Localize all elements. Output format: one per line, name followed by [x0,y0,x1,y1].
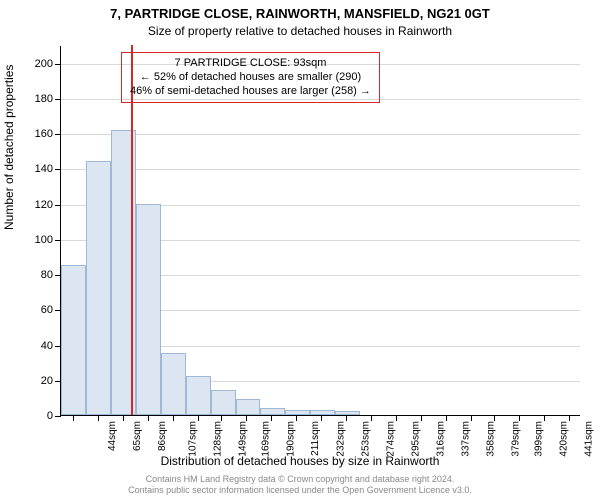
y-tick-label: 20 [41,375,61,387]
histogram-bar [310,410,335,415]
y-tick-label: 40 [41,340,61,352]
info-box-line2: ← 52% of detached houses are smaller (29… [130,71,371,85]
chart-subtitle: Size of property relative to detached ho… [0,24,600,38]
x-tick-label: 420sqm [559,421,570,457]
y-tick-label: 140 [35,163,61,175]
x-tick-label: 253sqm [361,421,372,457]
histogram-bar [335,411,360,415]
histogram-bar [86,161,111,415]
y-tick-label: 200 [35,58,61,70]
x-tick [73,415,74,421]
x-tick [446,415,447,421]
histogram-bar [161,353,186,415]
histogram-bar [211,390,236,415]
y-tick-label: 120 [35,199,61,211]
histogram-bar [236,399,261,415]
x-tick [173,415,174,421]
x-tick [98,415,99,421]
x-tick-label: 211sqm [310,421,321,456]
gridline [61,134,580,135]
x-tick-label: 358sqm [485,421,496,457]
y-tick-label: 0 [47,410,61,422]
x-axis-label: Distribution of detached houses by size … [0,454,600,468]
y-tick-label: 180 [35,93,61,105]
x-tick [198,415,199,421]
info-box-line1: 7 PARTRIDGE CLOSE: 93sqm [130,57,371,71]
x-tick [296,415,297,421]
x-tick-label: 274sqm [386,421,397,457]
attribution-line1: Contains HM Land Registry data © Crown c… [0,474,600,485]
x-tick [246,415,247,421]
attribution-line2: Contains public sector information licen… [0,485,600,496]
histogram-bar [285,410,310,415]
x-tick-label: 149sqm [237,421,248,457]
info-box-line3: 46% of semi-detached houses are larger (… [130,85,371,99]
x-tick [148,415,149,421]
histogram-bar [260,408,285,415]
gridline [61,169,580,170]
x-tick-label: 65sqm [132,421,143,451]
x-tick-label: 232sqm [336,421,347,457]
x-tick-label: 399sqm [534,421,545,457]
y-tick-label: 160 [35,128,61,140]
x-tick [396,415,397,421]
x-tick-label: 128sqm [212,421,223,457]
x-tick [221,415,222,421]
x-tick-label: 379sqm [510,421,521,457]
x-tick-label: 169sqm [261,421,272,457]
x-tick-label: 295sqm [410,421,421,457]
property-size-chart: 7, PARTRIDGE CLOSE, RAINWORTH, MANSFIELD… [0,0,600,500]
x-tick [471,415,472,421]
x-tick [544,415,545,421]
y-axis-label: Number of detached properties [2,65,16,230]
x-tick-label: 190sqm [286,421,297,457]
x-tick-label: 44sqm [107,421,118,451]
plot-area: 02040608010012014016018020044sqm65sqm86s… [60,46,580,416]
info-box: 7 PARTRIDGE CLOSE: 93sqm ← 52% of detach… [121,52,380,103]
histogram-bar [136,204,161,415]
histogram-bar [61,265,86,415]
x-tick [494,415,495,421]
attribution-text: Contains HM Land Registry data © Crown c… [0,474,600,496]
x-tick [569,415,570,421]
x-tick [346,415,347,421]
x-tick [123,415,124,421]
x-tick-label: 316sqm [435,421,446,457]
chart-title-address: 7, PARTRIDGE CLOSE, RAINWORTH, MANSFIELD… [0,6,600,21]
x-tick [321,415,322,421]
y-tick-label: 100 [35,234,61,246]
x-tick-label: 86sqm [157,421,168,451]
x-tick [421,415,422,421]
x-tick-label: 441sqm [584,421,595,457]
x-tick [519,415,520,421]
x-tick-label: 107sqm [187,421,198,457]
y-tick-label: 80 [41,269,61,281]
x-tick [371,415,372,421]
y-tick-label: 60 [41,304,61,316]
histogram-bar [186,376,211,415]
x-tick [271,415,272,421]
x-tick-label: 337sqm [460,421,471,457]
